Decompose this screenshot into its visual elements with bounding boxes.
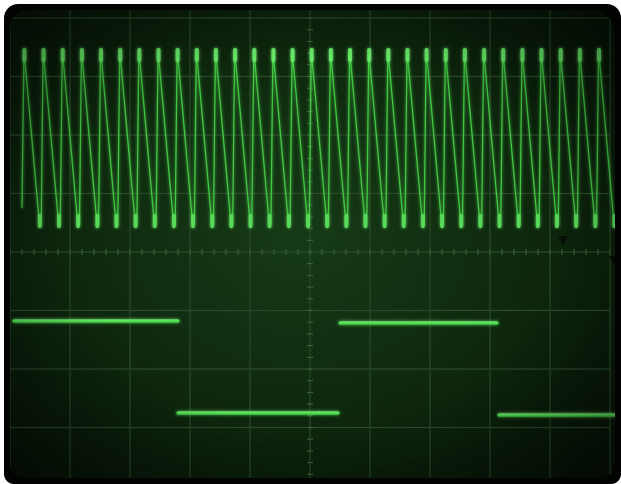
channel-1-sawtooth-trace — [21, 48, 615, 229]
sawtooth-trough — [344, 214, 349, 228]
sawtooth-trough — [363, 214, 368, 228]
sawtooth-waveform — [21, 51, 615, 229]
sawtooth-peak — [137, 48, 142, 62]
oscilloscope-display — [10, 10, 615, 478]
sawtooth-trough — [95, 214, 100, 228]
sawtooth-trough — [248, 214, 253, 228]
sawtooth-peak — [252, 48, 257, 62]
sawtooth-trough — [325, 214, 330, 228]
sawtooth-trough — [171, 214, 176, 228]
sawtooth-trough — [516, 214, 521, 228]
sawtooth-peak — [348, 48, 352, 62]
triangle-down-icon — [558, 236, 568, 246]
sawtooth-peak — [41, 48, 46, 62]
sawtooth-trough — [210, 214, 215, 228]
sawtooth-trough — [382, 214, 387, 228]
oscilloscope-bezel — [4, 4, 621, 484]
sawtooth-peak — [213, 48, 218, 62]
sawtooth-trough — [57, 214, 61, 228]
sawtooth-trough — [229, 214, 234, 228]
sawtooth-trough — [420, 214, 425, 228]
sawtooth-peak — [405, 48, 410, 62]
sawtooth-peak — [194, 48, 199, 62]
trigger-markers — [558, 236, 615, 266]
sawtooth-peak — [99, 48, 103, 62]
sawtooth-peak — [309, 48, 314, 62]
sawtooth-trough — [593, 214, 598, 228]
sawtooth-peak — [482, 48, 487, 62]
sawtooth-peak — [520, 48, 525, 62]
sawtooth-peak — [118, 48, 123, 62]
sawtooth-peak — [539, 48, 544, 62]
sawtooth-peak — [424, 48, 429, 62]
sawtooth-peak — [577, 48, 582, 62]
triangle-down-icon — [609, 256, 615, 266]
sawtooth-peak — [290, 48, 295, 62]
sawtooth-trough — [497, 214, 502, 228]
sawtooth-peak — [22, 48, 27, 62]
sawtooth-peak — [271, 48, 276, 62]
sawtooth-peak — [367, 48, 372, 62]
sawtooth-trough — [286, 214, 291, 228]
sawtooth-trough — [554, 214, 559, 228]
sawtooth-trough — [574, 214, 579, 228]
sawtooth-peak — [443, 48, 448, 62]
sawtooth-peak — [233, 48, 238, 62]
sawtooth-peak — [597, 48, 601, 62]
sawtooth-peak — [462, 48, 467, 62]
sawtooth-peak — [328, 48, 333, 62]
sawtooth-peak — [175, 48, 180, 62]
sawtooth-trough — [401, 214, 406, 228]
sawtooth-trough — [612, 214, 615, 228]
sawtooth-peak — [501, 48, 506, 62]
sawtooth-trough — [459, 214, 464, 228]
sawtooth-peak — [60, 48, 65, 62]
sawtooth-peak — [558, 48, 563, 62]
sawtooth-trough — [37, 214, 42, 228]
sawtooth-trough — [191, 214, 195, 228]
sawtooth-trough — [267, 214, 272, 228]
sawtooth-trough — [152, 214, 157, 228]
crt-screen — [10, 10, 615, 478]
channel-2-square-trace — [12, 319, 615, 417]
sawtooth-peak — [79, 48, 84, 62]
sawtooth-trough — [133, 214, 138, 228]
sawtooth-trough — [535, 214, 540, 228]
sawtooth-trough — [76, 214, 81, 228]
sawtooth-trough — [440, 214, 444, 228]
sawtooth-trough — [114, 214, 119, 228]
sawtooth-trough — [306, 214, 310, 228]
sawtooth-trough — [478, 214, 483, 228]
sawtooth-peak — [156, 48, 161, 62]
sawtooth-peak — [386, 48, 391, 62]
